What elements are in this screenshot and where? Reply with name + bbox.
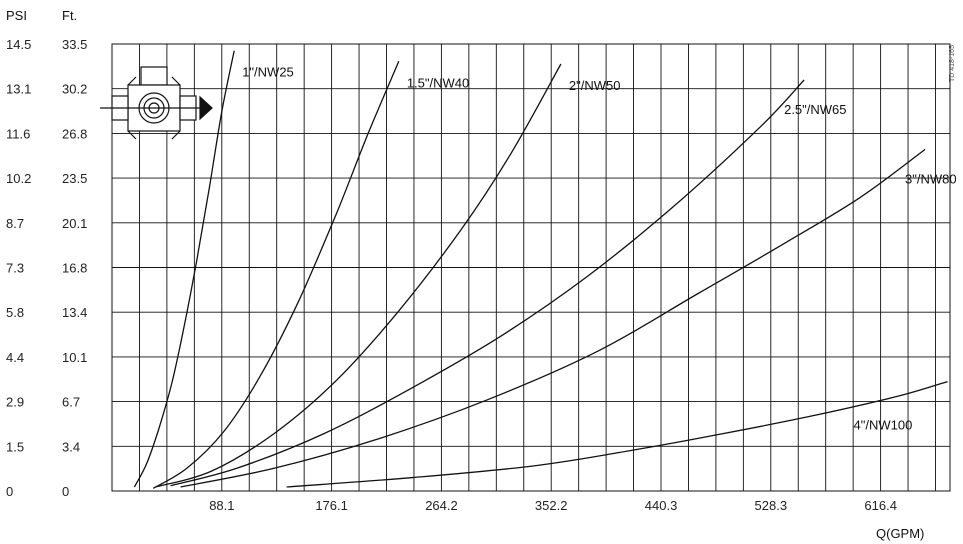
- series-lines: [133, 50, 948, 489]
- ft-tick-label: 3.4: [62, 439, 80, 454]
- psi-tick-label: 7.3: [6, 261, 24, 276]
- series-label: 1"/NW25: [242, 65, 294, 80]
- x-tick-label: 352.2: [535, 498, 568, 513]
- ft-tick-label: 23.5: [62, 171, 87, 186]
- ft-tick-label: 6.7: [62, 395, 80, 410]
- psi-axis-title: PSI: [6, 8, 27, 23]
- series-label: 4"/NW100: [854, 418, 913, 433]
- x-tick-label: 440.3: [645, 498, 678, 513]
- series-label: 3"/NW80: [905, 171, 957, 186]
- ft-tick-label: 26.8: [62, 126, 87, 141]
- ft-tick-label: 30.2: [62, 82, 87, 97]
- drawing-code: TD 418-165: [949, 45, 956, 82]
- ft-tick-label: 16.8: [62, 261, 87, 276]
- series-line: [152, 61, 400, 489]
- psi-tick-label: 14.5: [6, 37, 31, 52]
- x-tick-label: 176.1: [315, 498, 348, 513]
- ft-tick-label: 20.1: [62, 216, 87, 231]
- ft-axis-title: Ft.: [62, 8, 77, 23]
- psi-tick-label: 13.1: [6, 82, 31, 97]
- psi-tick-labels: 0 1.5 2.9 4.4 5.8 7.3 8.7 10.2 11.6 13.1 14.5: [6, 37, 31, 499]
- series-label: 1.5"/NW40: [407, 75, 469, 90]
- ft-tick-label: 0: [62, 484, 69, 499]
- ft-tick-labels: 0 3.4 6.7 10.1 13.4 16.8 20.1 23.5 26.8 30.2 33.5: [62, 37, 87, 499]
- x-tick-label: 528.3: [755, 498, 788, 513]
- series-line: [286, 380, 948, 488]
- series-line: [180, 148, 926, 488]
- psi-tick-label: 1.5: [6, 439, 24, 454]
- x-tick-label: 264.2: [425, 498, 458, 513]
- valve-flow-icon: [100, 66, 213, 140]
- series-labels: 1"/NW25 1.5"/NW40 2"/NW50 2.5"/NW65 3"/NW80 4…: [242, 65, 956, 433]
- x-tick-labels: 88.1 176.1 264.2 352.2 440.3 528.3 616.4: [209, 498, 897, 513]
- x-tick-label: 88.1: [209, 498, 234, 513]
- ft-tick-label: 13.4: [62, 305, 87, 320]
- x-axis-title: Q(GPM): [876, 526, 924, 541]
- series-label: 2"/NW50: [569, 78, 621, 93]
- x-tick-label: 616.4: [864, 498, 897, 513]
- psi-tick-label: 0: [6, 484, 13, 499]
- psi-tick-label: 4.4: [6, 350, 24, 365]
- horizontal-gridlines: [112, 88, 950, 447]
- psi-tick-label: 5.8: [6, 305, 24, 320]
- series-line: [155, 63, 562, 488]
- psi-tick-label: 2.9: [6, 395, 24, 410]
- series-label: 2.5"/NW65: [784, 102, 846, 117]
- ft-tick-label: 10.1: [62, 350, 87, 365]
- series-line: [170, 79, 805, 487]
- psi-tick-label: 10.2: [6, 171, 31, 186]
- plot-frame: [111, 43, 951, 492]
- psi-tick-label: 11.6: [6, 126, 30, 141]
- ft-tick-label: 33.5: [62, 37, 87, 52]
- psi-tick-label: 8.7: [6, 216, 24, 231]
- series-line: [133, 50, 235, 488]
